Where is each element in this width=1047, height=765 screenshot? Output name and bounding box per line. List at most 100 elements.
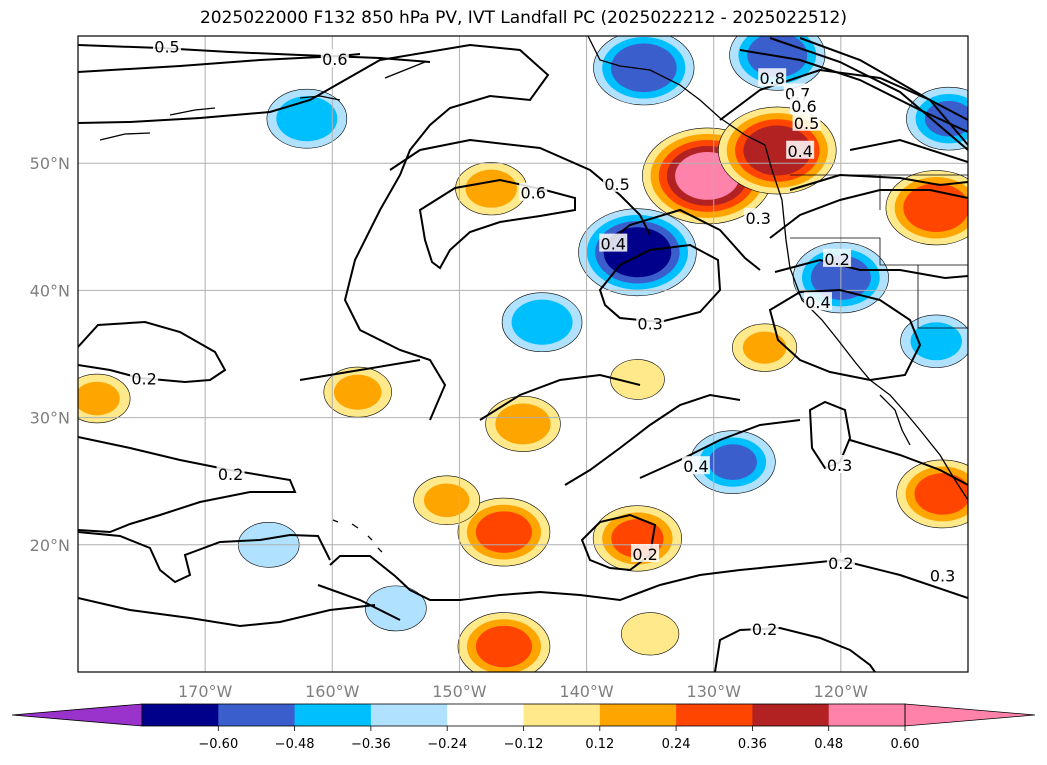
lat-tick-label: 40°N	[30, 281, 70, 300]
lat-tick-label: 20°N	[30, 536, 70, 555]
colorbar-swatch	[447, 704, 524, 726]
latitude-ticks: 50°N 40°N 30°N 20°N	[30, 154, 70, 555]
pv-anomaly	[485, 396, 561, 452]
pv-contours	[78, 37, 968, 672]
contour-label: 0.4	[805, 293, 830, 312]
colorbar-swatch	[828, 704, 906, 726]
lon-tick-label: 130°W	[687, 682, 742, 701]
colorbar-swatch	[599, 704, 677, 726]
colorbar-swatch	[676, 704, 753, 726]
contour-label: 0.4	[787, 142, 812, 161]
pv-anomaly	[266, 88, 348, 149]
lon-tick-label: 140°W	[559, 682, 614, 701]
pv-anomaly	[906, 86, 968, 151]
longitude-ticks: 170°W 160°W 150°W 140°W 130°W 120°W	[178, 682, 868, 701]
colorbar-swatch	[370, 704, 448, 726]
pv-anomaly	[610, 359, 665, 400]
lon-tick-label: 150°W	[432, 682, 487, 701]
colorbar-swatch	[523, 704, 601, 726]
contour-label: 0.5	[604, 175, 629, 194]
contour-label: 0.2	[218, 465, 243, 484]
contour-label: 0.6	[520, 184, 545, 203]
contour-label: 0.8	[759, 69, 784, 88]
coastlines	[99, 36, 968, 553]
lon-tick-label: 160°W	[305, 682, 360, 701]
pv-anomaly	[455, 161, 528, 216]
contour-label-bg	[599, 233, 628, 252]
colorbar-tick-label: −0.36	[351, 737, 391, 752]
colorbar-swatch	[142, 704, 219, 726]
contour-label: 0.4	[601, 235, 626, 254]
lat-tick-label: 30°N	[30, 409, 70, 428]
colorbar-tick-label: 0.48	[814, 737, 843, 752]
contour-label: 0.3	[745, 209, 770, 228]
contour-label-bg	[789, 96, 818, 115]
colorbar-extend-high	[904, 703, 1036, 727]
pv-anomaly	[732, 323, 798, 372]
contour-label-bg	[786, 140, 815, 159]
pv-anomaly-layer	[78, 36, 968, 672]
pv-anomaly	[457, 497, 551, 567]
contour-label-bg	[320, 49, 349, 68]
colorbar-tick-label: −0.60	[198, 737, 238, 752]
contour-label-bg	[792, 112, 821, 131]
contour-label: 0.3	[827, 456, 852, 475]
colorbar-tick-label: 0.24	[662, 737, 691, 752]
lat-tick-label: 50°N	[30, 154, 70, 173]
contour-label-bg	[750, 619, 779, 638]
contour-label-bg	[130, 368, 159, 387]
pv-anomaly	[413, 475, 481, 526]
contour-label: 0.6	[791, 97, 816, 116]
contour-label: 0.2	[828, 554, 853, 573]
colorbar-tick-label: 0.36	[738, 737, 767, 752]
pv-anomaly	[501, 292, 583, 353]
contour-label: 0.2	[752, 620, 777, 639]
contour-label-bg	[744, 208, 773, 227]
colorbar-tick-label: 0.12	[585, 737, 614, 752]
contour-label-bg	[603, 173, 632, 192]
pv-anomaly	[593, 36, 695, 106]
pv-anomaly	[323, 366, 392, 418]
contour-label-bg	[826, 552, 855, 571]
colorbar-swatch	[218, 704, 296, 726]
pv-anomaly	[78, 373, 131, 424]
contour-label-bg	[216, 463, 245, 482]
map-title: 2025022000 F132 850 hPa PV, IVT Landfall…	[199, 8, 847, 28]
contour-label-bg	[636, 313, 665, 332]
pv-anomaly	[365, 585, 427, 632]
contour-label-bg	[153, 36, 181, 55]
contour-label-bg	[928, 565, 957, 584]
contour-label: 0.3	[930, 567, 955, 586]
pv-anomaly	[885, 170, 968, 246]
contour-label-bg	[803, 292, 832, 311]
colorbar-swatch	[294, 704, 372, 726]
colorbar-swatch	[752, 704, 830, 726]
contour-label: 0.3	[637, 315, 662, 334]
colorbar-tick-label: −0.48	[275, 737, 315, 752]
pv-anomaly	[896, 459, 968, 529]
pv-anomaly	[621, 612, 680, 656]
contour-label-bg	[825, 454, 854, 473]
contour-label-bg	[823, 248, 852, 267]
colorbar-tick-label: 0.60	[891, 737, 920, 752]
contour-label: 0.5	[794, 114, 819, 133]
borders	[790, 174, 968, 329]
map-frame	[77, 35, 969, 673]
colorbar: −0.60 −0.48 −0.36 −0.24 −0.12 0.12 0.24 0.36 0.4…	[11, 703, 1036, 752]
contour-label-bg	[631, 543, 660, 562]
lon-tick-label: 120°W	[814, 682, 869, 701]
pv-anomaly	[578, 208, 697, 297]
contour-label-bg	[681, 456, 710, 475]
contour-label: 0.2	[824, 250, 849, 269]
contour-label: 0.6	[322, 50, 347, 69]
contour-labels: 0.50.60.80.70.60.50.40.6 0.50.40.30.20.40…	[130, 36, 957, 639]
contour-label-bg	[758, 68, 787, 87]
contour-label: 0.2	[632, 545, 657, 564]
colorbar-extend-low	[11, 703, 143, 727]
contour-label: 0.4	[683, 457, 708, 476]
lon-tick-label: 170°W	[178, 682, 233, 701]
colorbar-tick-label: −0.24	[427, 737, 467, 752]
colorbar-tick-label: −0.12	[504, 737, 544, 752]
contour-label: 0.2	[131, 369, 156, 388]
